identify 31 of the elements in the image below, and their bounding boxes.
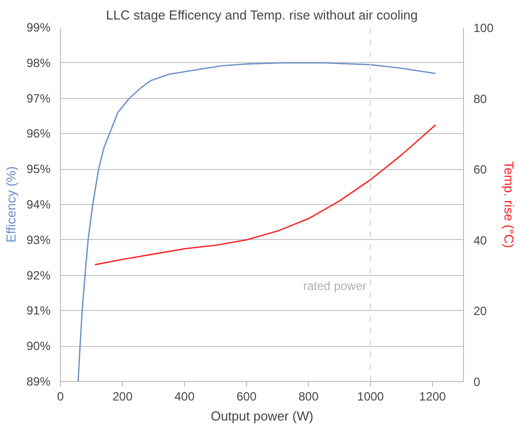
- y2-tick-label: 100: [474, 21, 494, 35]
- y2-tick-label: 0: [474, 375, 480, 389]
- y-tick-label: 92%: [26, 268, 51, 282]
- ref-line-label: rated power: [303, 279, 367, 293]
- y-tick-label: 95%: [26, 162, 51, 176]
- y-tick-label: 90%: [26, 339, 51, 354]
- y2-axis-title: Temp. rise (°C): [502, 161, 517, 248]
- x-tick-label: 1200: [419, 390, 446, 404]
- line-series: [94, 124, 436, 266]
- y2-tick-label: 40: [474, 233, 488, 248]
- y-tick-label: 96%: [26, 126, 51, 141]
- x-tick-label: 200: [112, 390, 133, 404]
- x-tick-label: 600: [236, 390, 257, 404]
- line-series: [78, 62, 436, 382]
- y2-tick-label: 80: [474, 92, 488, 106]
- y2-tick-label: 20: [474, 304, 488, 318]
- x-tick-label: 1000: [357, 390, 384, 404]
- y-tick-label: 93%: [26, 232, 51, 247]
- x-tick-label: 400: [174, 390, 195, 404]
- y2-tick-label: 60: [474, 162, 488, 177]
- y-tick-label: 98%: [26, 56, 51, 70]
- x-axis-title: Output power (W): [210, 408, 314, 424]
- y-tick-label: 91%: [26, 304, 51, 318]
- y-tick-label: 97%: [26, 91, 51, 106]
- x-tick-label: 800: [298, 390, 319, 404]
- y-tick-label: 94%: [26, 198, 51, 212]
- chart-title: LLC stage Efficency and Temp. rise without air cooling: [106, 8, 418, 22]
- y-tick-label: 89%: [26, 374, 51, 388]
- y-tick-label: 99%: [26, 20, 51, 34]
- y-axis-title: Efficency (%): [3, 166, 18, 243]
- x-tick-label: 0: [57, 390, 64, 404]
